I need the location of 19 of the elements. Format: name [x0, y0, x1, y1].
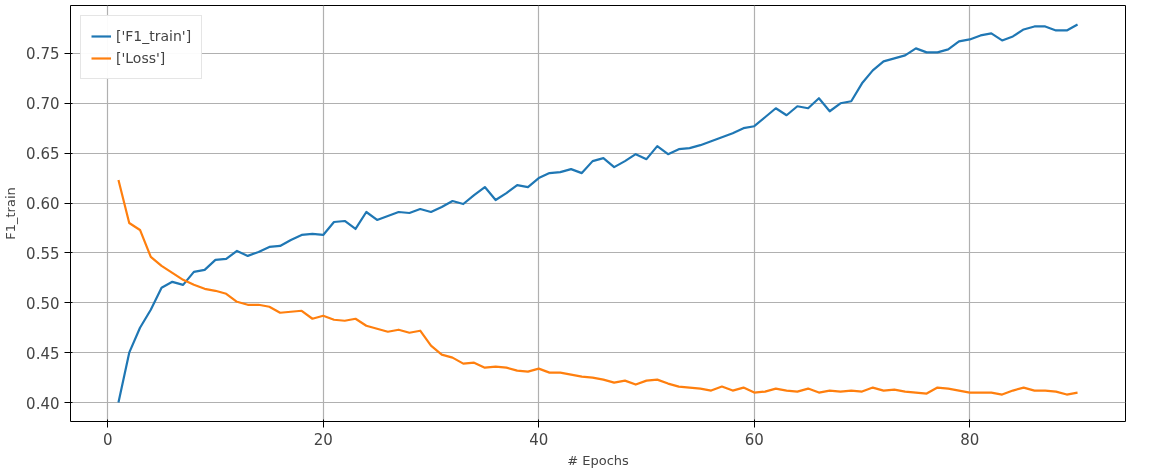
x-tick-label: 80 — [960, 430, 980, 449]
line-series — [117, 178, 1079, 396]
y-axis-title: F1_train — [3, 187, 19, 240]
y-tick-label: 0.40 — [26, 394, 60, 413]
x-tick-label: 60 — [744, 430, 764, 449]
y-tick-label: 0.45 — [26, 344, 60, 363]
x-tick-label: 0 — [102, 430, 113, 449]
y-tick-label: 0.50 — [26, 294, 60, 313]
legend-label: ['Loss'] — [116, 50, 166, 66]
legend-label: ['F1_train'] — [116, 28, 192, 44]
y-tick-label: 0.70 — [26, 95, 60, 114]
line-series — [117, 23, 1079, 404]
x-axis-title: # Epochs — [567, 452, 630, 468]
y-tick-label: 0.75 — [26, 45, 60, 64]
y-tick-label: 0.65 — [26, 145, 60, 164]
x-tick-label: 40 — [529, 430, 549, 449]
x-tick-label: 20 — [313, 430, 333, 449]
y-tick-label: 0.55 — [26, 244, 60, 263]
y-tick-label: 0.60 — [26, 195, 60, 214]
